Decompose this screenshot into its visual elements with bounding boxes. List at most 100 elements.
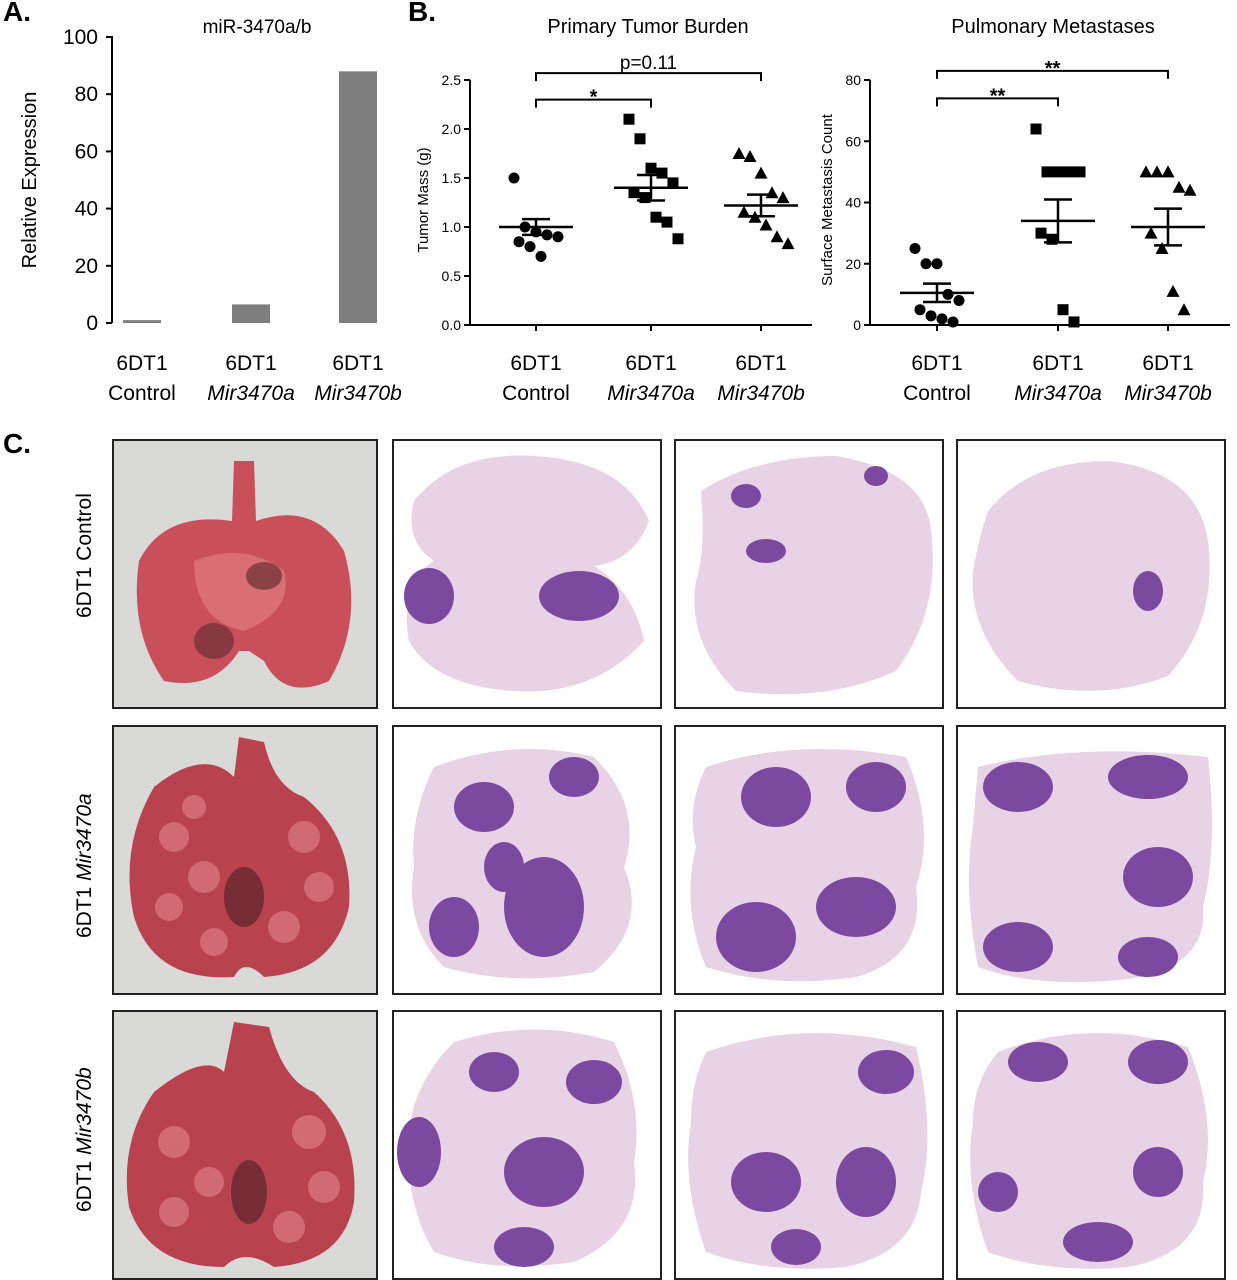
chart-b1-point-0-4 [552,231,564,243]
lung-photo-control [112,439,378,709]
chart-a-tick-label-2-line1: 6DT1 [332,352,383,375]
row-label-mir3470b-gene: Mir3470b [73,1067,96,1155]
chart-b1-sig-label-1: p=0.11 [620,53,677,74]
row-label-control: 6DT1 Control [73,493,97,618]
row-label-mir3470a: 6DT1 Mir3470a [73,793,97,938]
chart-b-pulmonary-metastases: Pulmonary Metastases 0 20 40 60 80 Surface Met… [819,16,1230,405]
lung-photo-mir3470a [112,725,378,995]
chart-b1-point-2-3 [765,186,779,199]
chart-a-y-axis-label: Relative Expression [19,92,41,269]
row-label-control-text: 6DT1 Control [73,493,96,618]
row-label-mir3470b-prefix: 6DT1 [73,1154,96,1212]
chart-b2-point-0-6 [925,310,937,322]
chart-b2-point-2-6 [1155,241,1169,254]
chart-b2-point-2-0 [1139,165,1153,178]
chart-b2-y-tick-label-1: 20 [845,256,861,272]
row-label-mir3470a-prefix: 6DT1 [73,880,96,938]
chart-b1-point-1-9 [672,233,684,245]
chart-b2-y-axis-label: Surface Metastasis Count [819,113,836,286]
chart-b2-point-1-5 [1035,227,1047,239]
chart-b2-tick-label-0-line1: 6DT1 [911,352,962,375]
chart-b1-tick-label-0-line2: Control [502,382,570,405]
chart-b2-tick-label-0-line2: Control [903,382,971,405]
histology-mir3470b-2 [674,1010,944,1280]
chart-b1-point-1-3 [656,167,668,179]
chart-b2-point-1-2 [1052,166,1064,178]
histology-mir3470b-1 [392,1010,662,1280]
chart-b2-point-1-6 [1046,233,1058,245]
chart-a-tick-label-2-line2: Mir3470b [314,382,402,405]
chart-b1-point-1-6 [639,192,651,204]
chart-b1-point-0-5 [513,236,525,248]
chart-b1-y-tick-label-5: 2.5 [442,72,462,88]
histology-mir3470a-3 [956,725,1226,995]
chart-b2-point-2-2 [1161,165,1175,178]
chart-b1-point-0-7 [535,250,547,262]
chart-b1-point-2-4 [776,191,790,204]
chart-b1-tick-label-1-line1: 6DT1 [625,352,676,375]
chart-b2-y-tick-label-3: 60 [845,133,861,149]
chart-b1-point-0-0 [508,172,520,184]
chart-b2-point-0-3 [942,288,954,300]
chart-a-tick-label-0-line2: Control [108,382,176,405]
chart-b1-point-1-5 [628,187,640,199]
histology-mir3470a-2 [674,725,944,995]
chart-b2-point-1-8 [1068,316,1080,328]
chart-b1-point-1-0 [623,113,635,125]
chart-b1-point-1-2 [645,162,657,174]
chart-b2-y-tick-label-4: 80 [845,72,861,88]
chart-b1-point-2-0 [732,147,746,159]
chart-b2-tick-label-2-line1: 6DT1 [1142,352,1193,375]
chart-b2-point-2-5 [1144,226,1158,239]
chart-b2-point-2-1 [1150,165,1164,178]
chart-b1-y-tick-label-4: 2.0 [442,121,462,137]
chart-b2-tick-label-1-line2: Mir3470a [1014,382,1102,405]
chart-b2-point-1-3 [1063,166,1075,178]
chart-b1-y-tick-label-0: 0.0 [442,317,462,333]
chart-b1-point-1-1 [634,133,646,145]
chart-b2-point-2-4 [1183,183,1197,196]
chart-b2-point-0-2 [931,258,943,270]
chart-b2-point-2-3 [1172,180,1186,193]
chart-a-y-tick-label-5: 100 [63,26,98,49]
chart-b2-point-0-1 [920,258,932,270]
chart-b2-title: Pulmonary Metastases [951,16,1154,38]
chart-b2-point-1-1 [1041,166,1053,178]
chart-a-title: miR-3470a/b [203,17,312,38]
chart-b2-point-1-0 [1030,123,1042,135]
chart-b1-tick-label-1-line2: Mir3470a [607,382,695,405]
chart-b2-point-2-8 [1177,303,1191,316]
chart-b2-point-0-0 [909,242,921,254]
chart-b1-sig-bracket-1 [535,72,762,82]
chart-b2-point-0-8 [947,316,959,328]
chart-b2-y-tick-label-2: 40 [845,195,861,211]
chart-b2-sig-label-1: ** [1045,58,1061,80]
chart-b2-point-0-7 [936,313,948,325]
chart-b1-y-tick-label-1: 0.5 [442,268,462,284]
chart-b1-point-2-2 [754,166,768,179]
chart-b-tumor-burden: Primary Tumor Burden 0.0 0.5 1.0 1.5 2.0 2.5 Tu… [415,16,812,405]
chart-b2-tick-label-2-line2: Mir3470b [1124,382,1212,405]
chart-b1-title: Primary Tumor Burden [547,16,748,38]
row-label-mir3470a-gene: Mir3470a [73,793,96,881]
lung-photo-mir3470b [112,1010,378,1280]
row-label-mir3470b: 6DT1 Mir3470b [73,1067,97,1212]
chart-b1-point-2-1 [743,149,757,162]
panel-letter-a: A. [3,0,31,27]
chart-a-tick-label-1-line1: 6DT1 [225,352,276,375]
chart-a-relative-expression: miR-3470a/b 0 20 40 60 80 100 Relative Expressi… [19,17,402,405]
histology-control-2 [674,439,944,709]
chart-b2-point-0-4 [953,295,965,306]
chart-b1-sig-label-0: * [590,87,598,109]
chart-b2-point-0-5 [914,304,926,316]
chart-b1-tick-label-2-line1: 6DT1 [735,352,786,375]
panel-letter-c: C. [3,428,31,459]
chart-b1-point-0-6 [524,241,536,253]
chart-b2-y-tick-label-0: 0 [853,317,861,333]
histology-mir3470b-3 [956,1010,1226,1280]
chart-a-bar-1 [232,304,270,323]
chart-b1-point-2-8 [770,230,784,243]
chart-b1-point-1-4 [667,177,679,189]
chart-b1-tick-label-2-line2: Mir3470b [717,382,805,405]
chart-b1-sig-bracket-0 [535,98,652,108]
